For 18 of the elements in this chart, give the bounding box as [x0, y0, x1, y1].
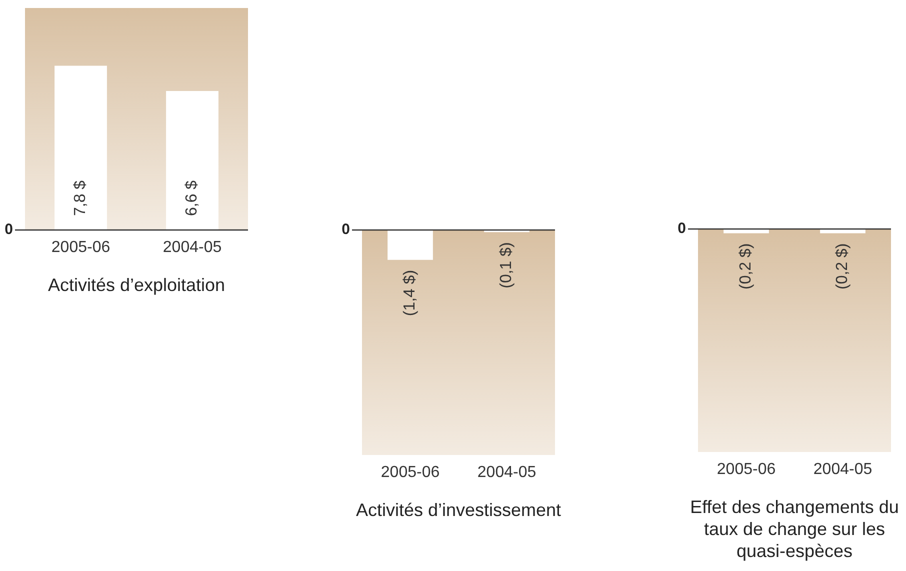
x-tick-label: 2005-06: [380, 464, 440, 482]
data-label: (0,2 $): [738, 243, 755, 290]
text: 0: [342, 221, 350, 238]
x-tick-label: 2004-05: [477, 464, 536, 482]
data-label: 6,6 $: [184, 180, 201, 216]
text: 0: [4, 221, 13, 238]
x-tick-label: 2004-05: [162, 239, 222, 256]
text: Activités d’investissement: [354, 499, 562, 521]
text: 0: [678, 220, 686, 238]
data-label: (0,2 $): [834, 243, 852, 290]
data-label: 7,8 $: [72, 180, 90, 216]
data-label: (0,1 $): [498, 242, 516, 288]
x-tick-label: 2005-06: [716, 461, 776, 478]
data-label: (1,4 $): [402, 270, 419, 316]
text: Effet des changements du taux de change sur les quasi-espèces: [689, 496, 900, 562]
x-tick-label: 2004-05: [813, 461, 872, 478]
x-tick-label: 2005-06: [51, 239, 110, 256]
text: Activités d’exploitation: [46, 274, 226, 296]
